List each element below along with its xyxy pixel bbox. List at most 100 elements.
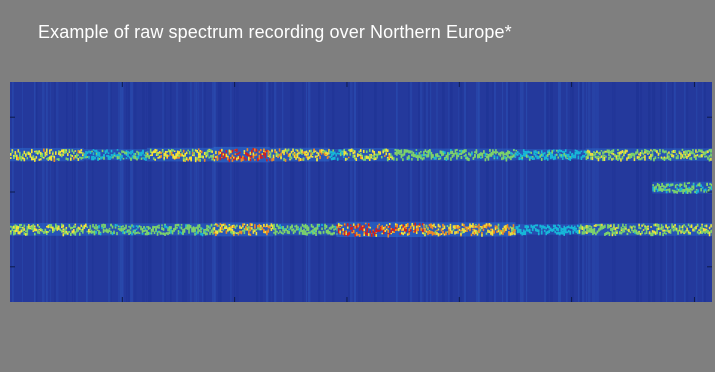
band-pixel [424, 154, 427, 157]
band-pixel [83, 155, 86, 158]
band-pixel [599, 156, 601, 159]
band-pixel [585, 156, 588, 161]
band-pixel [170, 153, 173, 156]
band-pixel [512, 230, 515, 234]
band-pixel [283, 230, 286, 233]
band-pixel [534, 155, 537, 158]
band-pixel [316, 155, 318, 158]
band-pixel [442, 223, 444, 226]
band-pixel [201, 227, 204, 230]
band-pixel [408, 150, 410, 154]
noise-streak [134, 82, 137, 302]
band-pixel [376, 225, 379, 229]
band-pixel [83, 224, 86, 227]
band-pixel [260, 228, 262, 231]
band-pixel [231, 224, 234, 229]
band-pixel [679, 188, 681, 192]
band-pixel [29, 226, 32, 229]
band-pixel [73, 232, 75, 235]
band-pixel [272, 224, 274, 227]
band-pixel [102, 228, 105, 232]
band-pixel [564, 154, 567, 158]
band-pixel [233, 225, 235, 228]
band-pixel [421, 154, 424, 157]
signal-band [652, 181, 712, 195]
band-pixel [648, 156, 651, 160]
band-pixel [53, 158, 56, 162]
band-pixel [260, 148, 262, 152]
band-pixel [62, 149, 65, 153]
band-pixel [442, 224, 444, 227]
band-pixel [216, 155, 219, 159]
band-pixel [98, 157, 101, 160]
band-pixel [459, 152, 461, 156]
band-pixel [13, 154, 15, 157]
band-pixel [298, 231, 301, 235]
band-pixel [458, 228, 461, 231]
band-pixel [221, 224, 223, 227]
band-pixel [609, 155, 612, 159]
band-pixel [243, 150, 246, 153]
band-pixel [633, 156, 636, 159]
band-pixel [271, 158, 273, 162]
band-pixel [617, 225, 620, 229]
band-pixel [286, 230, 289, 233]
band-pixel [132, 230, 135, 233]
band-pixel [542, 154, 545, 157]
band-pixel [374, 153, 377, 156]
band-pixel [561, 150, 564, 153]
band-pixel [408, 228, 411, 232]
band-pixel [641, 224, 643, 227]
band-pixel [465, 153, 467, 157]
band-pixel [127, 153, 129, 158]
band-pixel [199, 152, 201, 156]
band-pixel [122, 225, 124, 228]
band-pixel [361, 154, 364, 158]
band-pixel [359, 156, 362, 160]
band-pixel [418, 225, 421, 228]
band-pixel [456, 152, 458, 155]
band-pixel [704, 228, 706, 232]
band-pixel [677, 184, 680, 187]
band-pixel [391, 231, 394, 233]
band-pixel [587, 152, 589, 155]
band-pixel [344, 151, 347, 155]
band-pixel [593, 231, 596, 234]
band-pixel [536, 156, 539, 160]
band-pixel [125, 157, 128, 160]
band-pixel [614, 153, 616, 157]
band-pixel [155, 152, 158, 156]
band-pixel [503, 229, 506, 233]
band-pixel [614, 227, 617, 231]
band-pixel [602, 156, 604, 159]
band-pixel [71, 226, 74, 229]
band-pixel [663, 150, 666, 154]
band-pixel [533, 225, 536, 227]
band-pixel [215, 155, 217, 158]
band-pixel [177, 223, 180, 227]
band-pixel [581, 228, 584, 231]
band-pixel [32, 225, 35, 228]
band-pixel [587, 225, 590, 229]
band-pixel [289, 226, 292, 230]
band-pixel [696, 230, 699, 234]
band-pixel [576, 224, 579, 227]
band-pixel [497, 223, 500, 227]
band-pixel [65, 230, 68, 233]
band-pixel [211, 158, 213, 161]
band-pixel [143, 229, 145, 232]
band-pixel [607, 231, 609, 235]
band-pixel [306, 226, 308, 231]
band-pixel [397, 151, 400, 155]
band-pixel [297, 226, 299, 229]
band-pixel [237, 156, 240, 160]
band-pixel [52, 228, 54, 232]
band-pixel [37, 225, 39, 227]
noise-streak [430, 82, 432, 302]
noise-streak [118, 82, 121, 302]
band-pixel [32, 227, 35, 231]
noise-streak [292, 82, 295, 302]
band-pixel [548, 149, 551, 153]
band-pixel [699, 149, 702, 153]
band-pixel [323, 152, 326, 156]
